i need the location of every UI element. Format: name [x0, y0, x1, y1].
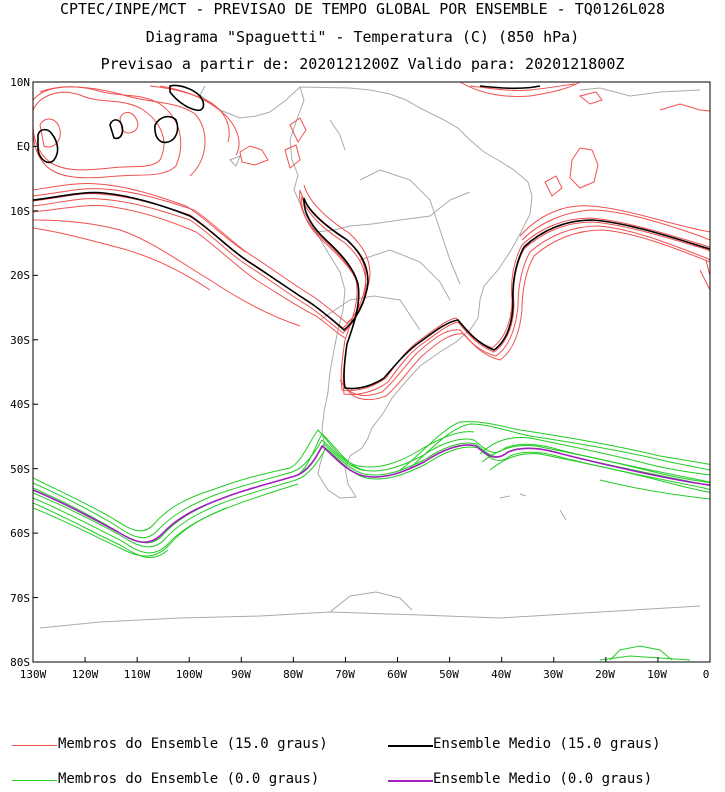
lat-label-10s: 10S [10, 205, 30, 218]
axis-ticks [32, 81, 711, 663]
members-15-contours [33, 82, 710, 401]
lat-label-50s: 50S [10, 463, 30, 476]
lat-label-60s: 60S [10, 527, 30, 540]
legend-mean-0-label: Ensemble Medio (0.0 graus) [433, 771, 653, 787]
lon-label-80w: 80W [283, 668, 303, 681]
lon-label-0: 0 [703, 668, 710, 681]
lat-label-10n: 10N [10, 76, 30, 89]
spaghetti-map: 10N EQ 10S 20S 30S 40S 50S 60S 70S 80S 1… [10, 76, 711, 681]
chart-title: CPTEC/INPE/MCT - PREVISAO DE TEMPO GLOBA… [59, 0, 666, 18]
lon-label-10w: 10W [647, 668, 667, 681]
lat-label-30s: 30S [10, 334, 30, 347]
plot-frame [32, 81, 711, 663]
lon-label-20w: 20W [595, 668, 615, 681]
mean-0-contour [33, 444, 710, 543]
lon-label-120w: 120W [72, 668, 99, 681]
lat-label-eq: EQ [17, 140, 30, 153]
lon-label-90w: 90W [231, 668, 251, 681]
lat-label-40s: 40S [10, 398, 30, 411]
lon-label-130w: 130W [20, 668, 47, 681]
chart-subtitle: Diagrama "Spaguetti" - Temperatura (C) (… [145, 28, 580, 46]
lat-label-70s: 70S [10, 592, 30, 605]
legend-mean-0-swatch [388, 780, 433, 782]
lon-label-30w: 30W [543, 668, 563, 681]
legend-mean-15-swatch [388, 745, 433, 747]
legend-members-15-swatch [12, 745, 57, 746]
forecast-validity: Previsao a partir de: 2020121200Z Valido… [100, 55, 625, 73]
lat-label-80s: 80S [10, 656, 30, 669]
lat-label-20s: 20S [10, 269, 30, 282]
legend-mean-15-label: Ensemble Medio (15.0 graus) [433, 736, 661, 752]
lon-label-110w: 110W [124, 668, 151, 681]
lon-label-70w: 70W [335, 668, 355, 681]
coastline [39, 85, 701, 629]
members-0-contours [33, 421, 710, 661]
mean-15-contour [33, 84, 710, 390]
lon-label-40w: 40W [491, 668, 511, 681]
lon-label-100w: 100W [176, 668, 203, 681]
legend-members-0-swatch [12, 780, 57, 781]
legend-members-0-label: Membros do Ensemble (0.0 graus) [58, 771, 320, 787]
lon-label-50w: 50W [439, 668, 459, 681]
legend-members-15-label: Membros do Ensemble (15.0 graus) [58, 736, 328, 752]
lon-label-60w: 60W [387, 668, 407, 681]
